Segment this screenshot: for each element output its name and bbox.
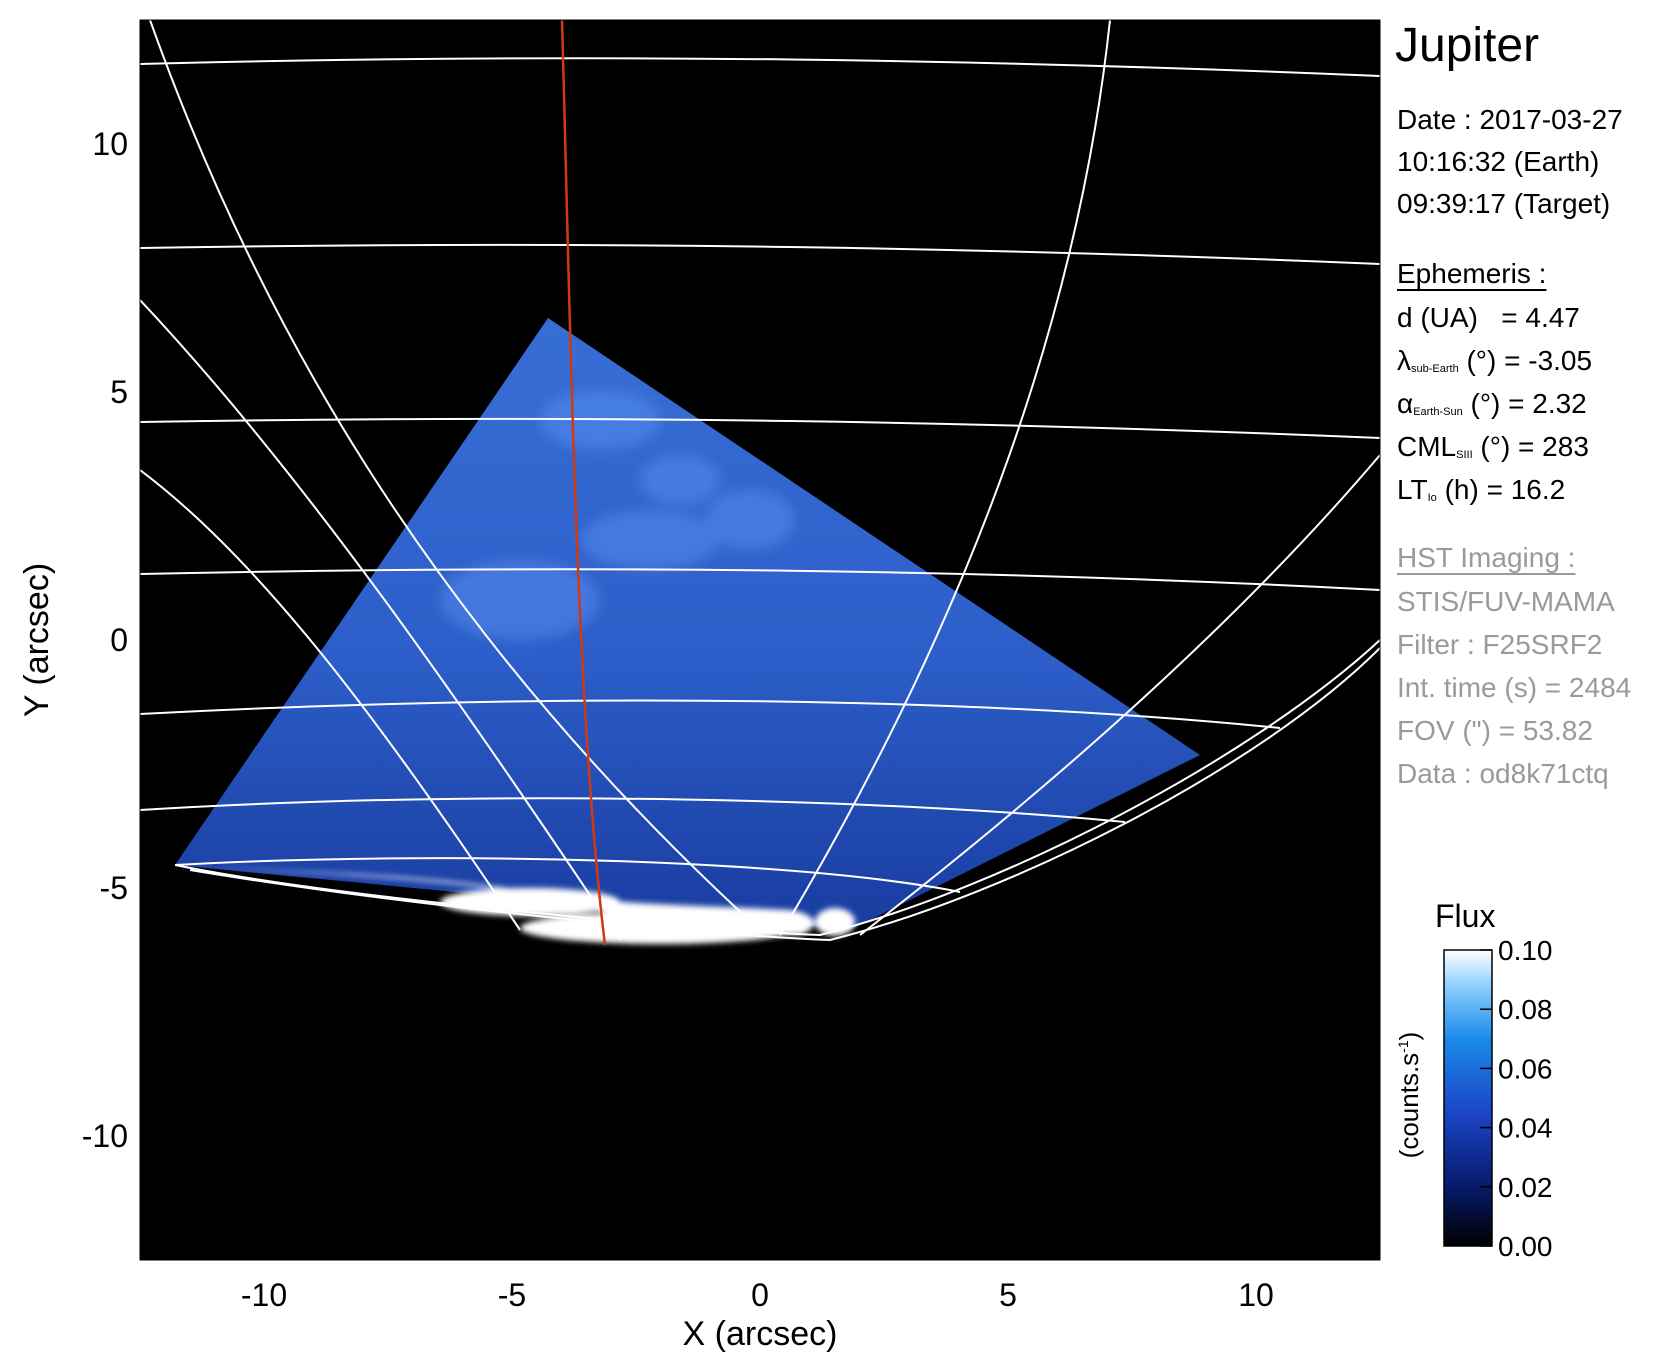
target-title: Jupiter xyxy=(1395,19,1540,72)
diffuse-emission xyxy=(440,390,795,640)
date-line: Date : 2017-03-27 xyxy=(1397,104,1623,135)
colorbar-ticks: 0.00 0.02 0.04 0.06 0.08 0.10 xyxy=(1480,935,1553,1262)
distance-label: d (UA) xyxy=(1397,302,1478,333)
y-tick-label: 10 xyxy=(92,126,128,162)
x-tick-label: 0 xyxy=(751,1277,769,1313)
colorbar-tick-label: 0.02 xyxy=(1498,1172,1553,1203)
lambda-subscript: sub-Earth xyxy=(1411,363,1459,375)
lt-subscript: Io xyxy=(1427,492,1437,504)
x-tick-label: 10 xyxy=(1238,1277,1274,1313)
hst-instrument: STIS/FUV-MAMA xyxy=(1397,586,1615,617)
colorbar-tick-label: 0.00 xyxy=(1498,1231,1553,1262)
y-tick-label: -5 xyxy=(100,870,128,906)
hst-filter: Filter : F25SRF2 xyxy=(1397,629,1603,660)
earth-time: 10:16:32 (Earth) xyxy=(1397,146,1600,177)
colorbar-label-text: (counts.s xyxy=(1394,1053,1424,1159)
x-tick-label: -10 xyxy=(241,1277,287,1313)
lt-value: (h) = 16.2 xyxy=(1444,474,1566,505)
lambda-symbol: λ xyxy=(1397,345,1411,376)
x-tick-label: 5 xyxy=(999,1277,1017,1313)
colorbar-tick-label: 0.10 xyxy=(1498,935,1553,966)
ephemeris-alpha: αEarth-Sun (°) = 2.32 xyxy=(1397,388,1587,420)
longitude-grid xyxy=(140,20,1380,941)
colorbar-tick-label: 0.06 xyxy=(1498,1053,1553,1084)
cml-subscript: SIII xyxy=(1456,449,1473,461)
y-tick-label: 0 xyxy=(110,622,128,658)
alpha-symbol: α xyxy=(1397,388,1414,419)
hst-data-id: Data : od8k71ctq xyxy=(1397,758,1609,789)
y-tick-label: -10 xyxy=(82,1118,128,1154)
target-time: 09:39:17 (Target) xyxy=(1397,188,1611,219)
hst-fov: FOV (") = 53.82 xyxy=(1397,715,1593,746)
colorbar xyxy=(1443,949,1493,1247)
y-axis-label: Y (arcsec) xyxy=(18,563,56,717)
ephemeris-cml: CMLSIII (°) = 283 xyxy=(1397,431,1589,463)
y-axis-tick-labels: -10 -5 0 5 10 xyxy=(82,126,128,1154)
x-axis-label: X (arcsec) xyxy=(683,1315,838,1353)
observation-wedge xyxy=(175,318,1200,930)
alpha-subscript: Earth-Sun xyxy=(1413,406,1463,418)
distance-value: = 4.47 xyxy=(1501,302,1580,333)
colorbar-title: Flux xyxy=(1435,898,1496,934)
colorbar-axis-label: (counts.s-1) xyxy=(1394,1032,1424,1159)
x-axis-ticks xyxy=(263,1248,1257,1260)
colorbar-tick-label: 0.04 xyxy=(1498,1113,1553,1144)
colorbar-label-sup: -1 xyxy=(1395,1040,1411,1053)
colorbar-tick-label: 0.08 xyxy=(1498,994,1553,1025)
footprint-line xyxy=(560,20,607,946)
cml-symbol: CML xyxy=(1397,431,1457,462)
cml-value: (°) = 283 xyxy=(1480,431,1589,462)
latitude-grid xyxy=(140,57,1380,942)
x-axis-tick-labels: -10 -5 0 5 10 xyxy=(241,1277,1274,1313)
ephemeris-lt: LTIo (h) = 16.2 xyxy=(1397,474,1565,506)
lt-symbol: LT xyxy=(1397,474,1428,505)
hst-int-time: Int. time (s) = 2484 xyxy=(1397,672,1632,703)
ephemeris-heading: Ephemeris : xyxy=(1397,258,1547,289)
y-tick-label: 5 xyxy=(110,374,128,410)
y-axis-ticks xyxy=(140,143,152,1137)
x-tick-label: -5 xyxy=(498,1277,526,1313)
ephemeris-lambda: λsub-Earth (°) = -3.05 xyxy=(1397,345,1592,377)
auroral-oval xyxy=(175,868,855,944)
colorbar-label-end: ) xyxy=(1394,1032,1424,1041)
hst-heading: HST Imaging : xyxy=(1397,542,1576,573)
alpha-value: (°) = 2.32 xyxy=(1470,388,1587,419)
ephemeris-distance: d (UA) = 4.47 xyxy=(1397,302,1580,334)
lambda-value: (°) = -3.05 xyxy=(1466,345,1593,376)
